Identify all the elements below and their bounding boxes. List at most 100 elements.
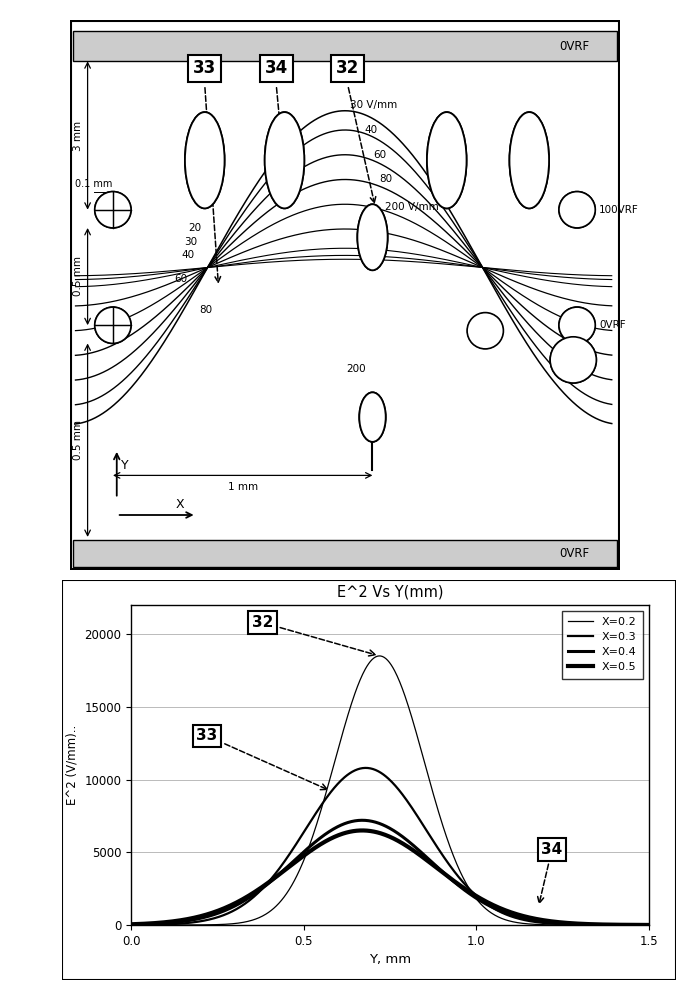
Ellipse shape bbox=[509, 112, 549, 208]
X=0.3 bbox=[219, 910, 227, 922]
X=0.4 bbox=[219, 905, 227, 917]
Circle shape bbox=[559, 307, 595, 343]
Ellipse shape bbox=[185, 112, 224, 208]
Title: E^2 Vs Y(mm): E^2 Vs Y(mm) bbox=[337, 585, 443, 600]
Text: 40: 40 bbox=[364, 125, 377, 135]
X=0.5 bbox=[433, 862, 441, 874]
X=0.4 bbox=[362, 814, 371, 826]
Text: 200: 200 bbox=[346, 364, 366, 374]
Text: 20: 20 bbox=[188, 223, 201, 233]
X=0.3 bbox=[260, 881, 268, 893]
Text: 32: 32 bbox=[252, 615, 375, 656]
Ellipse shape bbox=[359, 392, 386, 442]
X=0.4 bbox=[359, 814, 367, 826]
X=0.5 bbox=[518, 910, 526, 922]
X=0.4 bbox=[433, 861, 441, 873]
X=0.2 bbox=[518, 917, 526, 929]
X=0.3 bbox=[518, 913, 526, 925]
Text: 0.5 mm: 0.5 mm bbox=[72, 256, 83, 296]
X=0.2 bbox=[473, 894, 482, 906]
Text: 0VRF: 0VRF bbox=[560, 547, 590, 560]
X=0.2 bbox=[644, 919, 653, 931]
Ellipse shape bbox=[265, 112, 304, 208]
FancyBboxPatch shape bbox=[71, 21, 619, 569]
Ellipse shape bbox=[427, 112, 466, 208]
Text: 0VRF: 0VRF bbox=[599, 320, 626, 330]
Text: 40: 40 bbox=[181, 250, 194, 260]
X=0.2 bbox=[376, 650, 384, 662]
Text: 1 mm: 1 mm bbox=[228, 483, 258, 492]
Text: 80: 80 bbox=[379, 174, 392, 184]
X=0.4 bbox=[260, 881, 268, 893]
Text: Y: Y bbox=[121, 459, 128, 472]
Text: 33: 33 bbox=[197, 728, 327, 790]
Circle shape bbox=[559, 307, 595, 343]
X=0.2 bbox=[433, 800, 441, 812]
X=0.4 bbox=[473, 893, 482, 905]
X=0.3 bbox=[362, 762, 371, 774]
Text: 100VRF: 100VRF bbox=[599, 205, 639, 215]
FancyBboxPatch shape bbox=[72, 31, 618, 61]
Circle shape bbox=[468, 313, 503, 348]
Text: 0VRF: 0VRF bbox=[560, 40, 590, 53]
Text: 60: 60 bbox=[175, 273, 188, 284]
Circle shape bbox=[95, 192, 131, 228]
Ellipse shape bbox=[357, 204, 388, 270]
Ellipse shape bbox=[357, 204, 388, 270]
Line: X=0.4: X=0.4 bbox=[131, 820, 649, 925]
Text: 30: 30 bbox=[184, 237, 197, 247]
X=0.3 bbox=[644, 919, 653, 931]
X=0.2 bbox=[260, 909, 268, 921]
X=0.3 bbox=[433, 841, 441, 853]
Text: 33: 33 bbox=[193, 59, 217, 77]
Line: X=0.5: X=0.5 bbox=[131, 830, 649, 925]
Text: 34: 34 bbox=[265, 59, 288, 77]
X=0.5 bbox=[219, 903, 227, 915]
Text: 80: 80 bbox=[199, 305, 213, 315]
Circle shape bbox=[550, 337, 596, 383]
FancyBboxPatch shape bbox=[72, 540, 618, 567]
Line: X=0.2: X=0.2 bbox=[131, 656, 649, 925]
Text: 0.1 mm: 0.1 mm bbox=[75, 179, 113, 189]
X=0.4 bbox=[644, 919, 653, 931]
Text: 0.5 mm: 0.5 mm bbox=[72, 420, 83, 460]
X=0.5 bbox=[260, 880, 268, 892]
X=0.5 bbox=[473, 891, 482, 903]
Ellipse shape bbox=[359, 392, 386, 442]
Y-axis label: E^2 (V/mm)..: E^2 (V/mm).. bbox=[66, 725, 79, 805]
X=0.3 bbox=[361, 762, 369, 774]
X=0.5 bbox=[362, 825, 371, 837]
Ellipse shape bbox=[185, 112, 224, 208]
Text: 34: 34 bbox=[538, 842, 562, 903]
Circle shape bbox=[95, 307, 131, 343]
Circle shape bbox=[550, 337, 596, 383]
X=0.3 bbox=[473, 891, 482, 903]
X=0.2 bbox=[127, 919, 135, 931]
X-axis label: Y, mm: Y, mm bbox=[368, 953, 411, 966]
Circle shape bbox=[559, 192, 595, 228]
Circle shape bbox=[95, 192, 131, 228]
X=0.5 bbox=[127, 918, 135, 930]
Text: 3 mm: 3 mm bbox=[72, 120, 83, 151]
Text: X: X bbox=[176, 497, 184, 510]
Circle shape bbox=[467, 313, 504, 349]
Circle shape bbox=[559, 192, 595, 228]
X=0.5 bbox=[644, 919, 653, 931]
FancyBboxPatch shape bbox=[62, 580, 676, 980]
Text: 30 V/mm: 30 V/mm bbox=[351, 100, 397, 110]
Text: 200 V/mm: 200 V/mm bbox=[384, 202, 438, 212]
X=0.5 bbox=[359, 824, 367, 836]
X=0.4 bbox=[127, 919, 135, 931]
Text: 32: 32 bbox=[336, 59, 359, 77]
Text: 60: 60 bbox=[373, 150, 386, 160]
Ellipse shape bbox=[265, 112, 304, 208]
Ellipse shape bbox=[427, 112, 466, 208]
Circle shape bbox=[95, 307, 131, 343]
X=0.3 bbox=[127, 919, 135, 931]
Ellipse shape bbox=[509, 112, 549, 208]
X=0.2 bbox=[219, 918, 227, 930]
X=0.4 bbox=[518, 912, 526, 924]
Line: X=0.3: X=0.3 bbox=[131, 768, 649, 925]
X=0.2 bbox=[361, 663, 369, 675]
Legend: X=0.2, X=0.3, X=0.4, X=0.5: X=0.2, X=0.3, X=0.4, X=0.5 bbox=[562, 611, 643, 679]
